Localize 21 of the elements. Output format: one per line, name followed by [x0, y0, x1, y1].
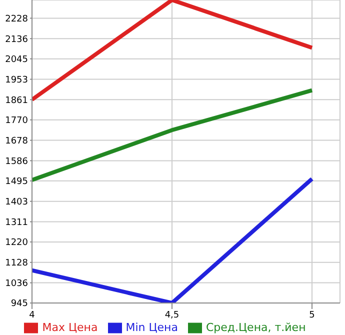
x-tick-label: 5 — [309, 310, 315, 320]
y-tick-label: 1036 — [5, 278, 28, 289]
y-tick-label: 1678 — [5, 136, 28, 146]
y-tick-label: 2045 — [5, 55, 28, 66]
y-tick-label: 1953 — [5, 75, 28, 86]
y-tick-label: 1586 — [5, 156, 28, 167]
x-tick-label: 4 — [29, 310, 36, 320]
y-tick-label: 1128 — [5, 258, 28, 269]
y-tick-label: 1311 — [5, 218, 28, 228]
y-tick-label: 1495 — [5, 177, 28, 188]
y-tick-label: 1220 — [5, 238, 28, 248]
legend-label: Сред.Цена, т.йен — [206, 321, 306, 334]
x-tick-label: 4,5 — [164, 310, 180, 320]
y-tick-label: 945 — [10, 299, 28, 310]
y-tick-label: 1770 — [5, 116, 28, 126]
legend-label: Max Цена — [42, 321, 98, 334]
y-tick-label: 1861 — [5, 96, 28, 106]
y-tick-label: 1403 — [5, 198, 28, 208]
y-tick-label: 2228 — [5, 14, 28, 24]
y-tick-label: 2136 — [5, 34, 28, 45]
legend-label: Min Цена — [126, 321, 178, 334]
